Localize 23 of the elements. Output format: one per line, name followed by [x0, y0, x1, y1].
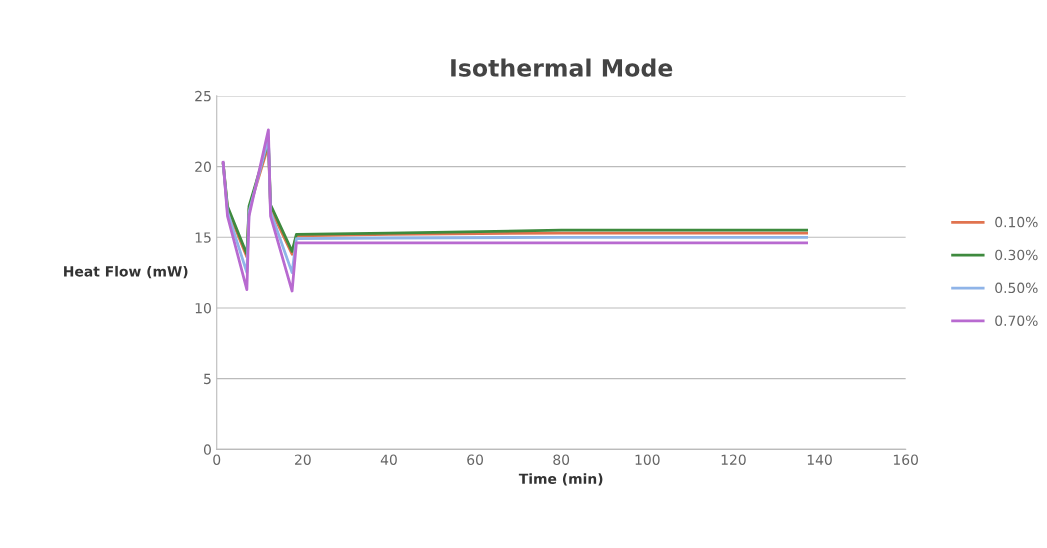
x-tick-label: 160 [893, 454, 918, 465]
y-tick-label: 10 [195, 302, 211, 314]
x-tick-label: 120 [721, 454, 746, 465]
y-tick-label: 15 [195, 232, 211, 243]
y-tick-label: 20 [195, 161, 211, 173]
legend-label: 0.30% [995, 249, 1038, 261]
legend-label: 0.70% [995, 315, 1038, 326]
y-tick-label: 25 [195, 90, 211, 102]
chart-title: Isothermal Mode [451, 58, 673, 77]
y-tick-label: 0 [203, 444, 211, 455]
y-axis-title: Heat Flow (mW) [64, 265, 188, 279]
x-tick-label: 20 [295, 454, 311, 465]
x-tick-label: 80 [553, 454, 570, 465]
line-series [221, 128, 809, 293]
legend-label: 0.10% [995, 216, 1038, 228]
x-axis-title: Time (min) [518, 473, 603, 486]
legend-label: 0.50% [995, 282, 1038, 294]
x-tick-label: 140 [807, 454, 832, 465]
y-tick-label: 5 [204, 373, 211, 385]
x-tick-label: 100 [635, 454, 660, 465]
x-tick-label: 60 [467, 454, 483, 465]
x-tick-label: 0 [213, 454, 221, 465]
x-tick-label: 40 [380, 454, 397, 465]
